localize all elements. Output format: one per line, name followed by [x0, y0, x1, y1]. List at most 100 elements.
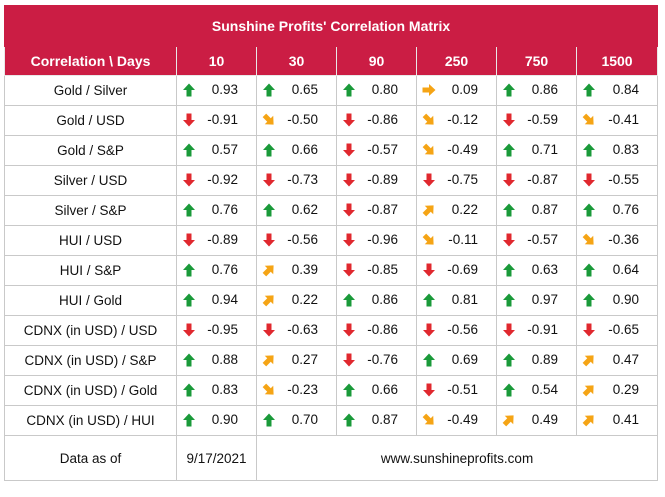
correlation-cell: -0.95	[176, 315, 257, 346]
arrow-up-icon	[342, 383, 356, 397]
correlation-value: 0.76	[211, 262, 238, 277]
correlation-cell: -0.56	[256, 225, 337, 256]
arrow-down-icon	[342, 173, 356, 187]
correlation-cell: 0.62	[256, 195, 337, 226]
arrow-up-right-icon	[582, 413, 596, 427]
correlation-cell: 0.86	[496, 75, 577, 106]
correlation-cell: 0.97	[496, 285, 577, 316]
correlation-value: -0.56	[287, 232, 318, 247]
arrow-down-icon	[582, 323, 596, 337]
correlation-cell: 0.80	[336, 75, 417, 106]
arrow-up-icon	[582, 293, 596, 307]
table-row: Gold / S&P 0.57 0.66 -0.57 -0.49 0.71 0.83	[4, 135, 659, 166]
header-day: 250	[416, 46, 497, 76]
correlation-cell: 0.90	[575, 285, 659, 316]
correlation-value: -0.89	[367, 172, 398, 187]
correlation-cell: 0.47	[575, 345, 659, 376]
arrow-up-icon	[502, 263, 516, 277]
arrow-up-icon	[182, 353, 196, 367]
correlation-cell: 0.87	[336, 405, 417, 436]
arrow-up-icon	[502, 353, 516, 367]
header-label: Correlation \ Days	[4, 46, 177, 76]
correlation-value: -0.41	[608, 112, 640, 127]
correlation-value: 0.89	[531, 352, 558, 367]
correlation-cell: 0.54	[496, 375, 577, 406]
correlation-value: -0.91	[527, 322, 558, 337]
correlation-cell: 0.76	[176, 195, 257, 226]
correlation-cell: 0.39	[256, 255, 337, 286]
correlation-value: 0.93	[211, 82, 238, 97]
header-day: 1500	[575, 46, 659, 76]
arrow-down-icon	[182, 173, 196, 187]
arrow-down-icon	[262, 233, 276, 247]
arrow-up-icon	[182, 143, 196, 157]
arrow-up-icon	[182, 413, 196, 427]
correlation-cell: 0.22	[256, 285, 337, 316]
arrow-up-icon	[582, 143, 596, 157]
correlation-cell: -0.89	[336, 165, 417, 196]
correlation-cell: 0.65	[256, 75, 337, 106]
correlation-cell: -0.49	[416, 405, 497, 436]
correlation-value: -0.51	[447, 382, 478, 397]
correlation-value: 0.49	[531, 412, 558, 427]
arrow-up-icon	[182, 293, 196, 307]
correlation-cell: 0.76	[176, 255, 257, 286]
correlation-value: -0.36	[608, 232, 640, 247]
correlation-value: 0.27	[291, 352, 318, 367]
row-label: CDNX (in USD) / S&P	[4, 345, 177, 376]
footer-label: Data as of	[4, 435, 177, 481]
correlation-value: -0.96	[367, 232, 398, 247]
correlation-value: -0.11	[448, 232, 478, 247]
correlation-cell: 0.57	[176, 135, 257, 166]
table-row: Gold / USD -0.91 -0.50 -0.86 -0.12 -0.59 -0.41	[4, 105, 659, 136]
correlation-value: 0.84	[612, 82, 640, 97]
arrow-down-icon	[342, 323, 356, 337]
correlation-cell: -0.69	[416, 255, 497, 286]
correlation-value: -0.87	[527, 172, 558, 187]
header-day: 90	[336, 46, 417, 76]
correlation-cell: -0.36	[575, 225, 659, 256]
row-label: CDNX (in USD) / USD	[4, 315, 177, 346]
table-row: HUI / S&P 0.76 0.39 -0.85 -0.69 0.63 0.64	[4, 255, 659, 286]
arrow-up-icon	[262, 83, 276, 97]
table-row: CDNX (in USD) / USD -0.95 -0.63 -0.86 -0.56 -…	[4, 315, 659, 346]
correlation-cell: -0.49	[416, 135, 497, 166]
correlation-value: 0.66	[371, 382, 398, 397]
arrow-down-icon	[422, 173, 436, 187]
correlation-value: -0.86	[367, 112, 398, 127]
correlation-value: -0.69	[447, 262, 478, 277]
arrow-up-icon	[582, 83, 596, 97]
correlation-cell: -0.50	[256, 105, 337, 136]
arrow-down-icon	[502, 323, 516, 337]
arrow-down-right-icon	[422, 413, 436, 427]
correlation-value: 0.76	[612, 202, 640, 217]
correlation-value: 0.83	[612, 142, 640, 157]
arrow-up-icon	[422, 293, 436, 307]
arrow-down-right-icon	[262, 113, 276, 127]
correlation-cell: 0.89	[496, 345, 577, 376]
arrow-up-icon	[422, 353, 436, 367]
arrow-down-right-icon	[262, 383, 276, 397]
correlation-value: -0.76	[367, 352, 398, 367]
arrow-up-icon	[182, 263, 196, 277]
correlation-cell: 0.63	[496, 255, 577, 286]
correlation-value: -0.91	[207, 112, 238, 127]
correlation-cell: 0.70	[256, 405, 337, 436]
arrow-down-right-icon	[422, 143, 436, 157]
arrow-down-right-icon	[582, 233, 596, 247]
arrow-down-icon	[342, 263, 356, 277]
correlation-cell: -0.96	[336, 225, 417, 256]
correlation-value: -0.57	[367, 142, 398, 157]
arrow-down-icon	[262, 173, 276, 187]
correlation-value: 0.80	[371, 82, 398, 97]
arrow-down-icon	[182, 323, 196, 337]
correlation-value: 0.39	[291, 262, 318, 277]
correlation-value: 0.70	[291, 412, 318, 427]
correlation-value: 0.97	[531, 292, 558, 307]
correlation-cell: -0.91	[496, 315, 577, 346]
footer-site: www.sunshineprofits.com	[255, 435, 659, 481]
correlation-value: -0.95	[207, 322, 238, 337]
correlation-cell: 0.29	[575, 375, 659, 406]
arrow-up-right-icon	[262, 353, 276, 367]
correlation-cell: -0.76	[336, 345, 417, 376]
